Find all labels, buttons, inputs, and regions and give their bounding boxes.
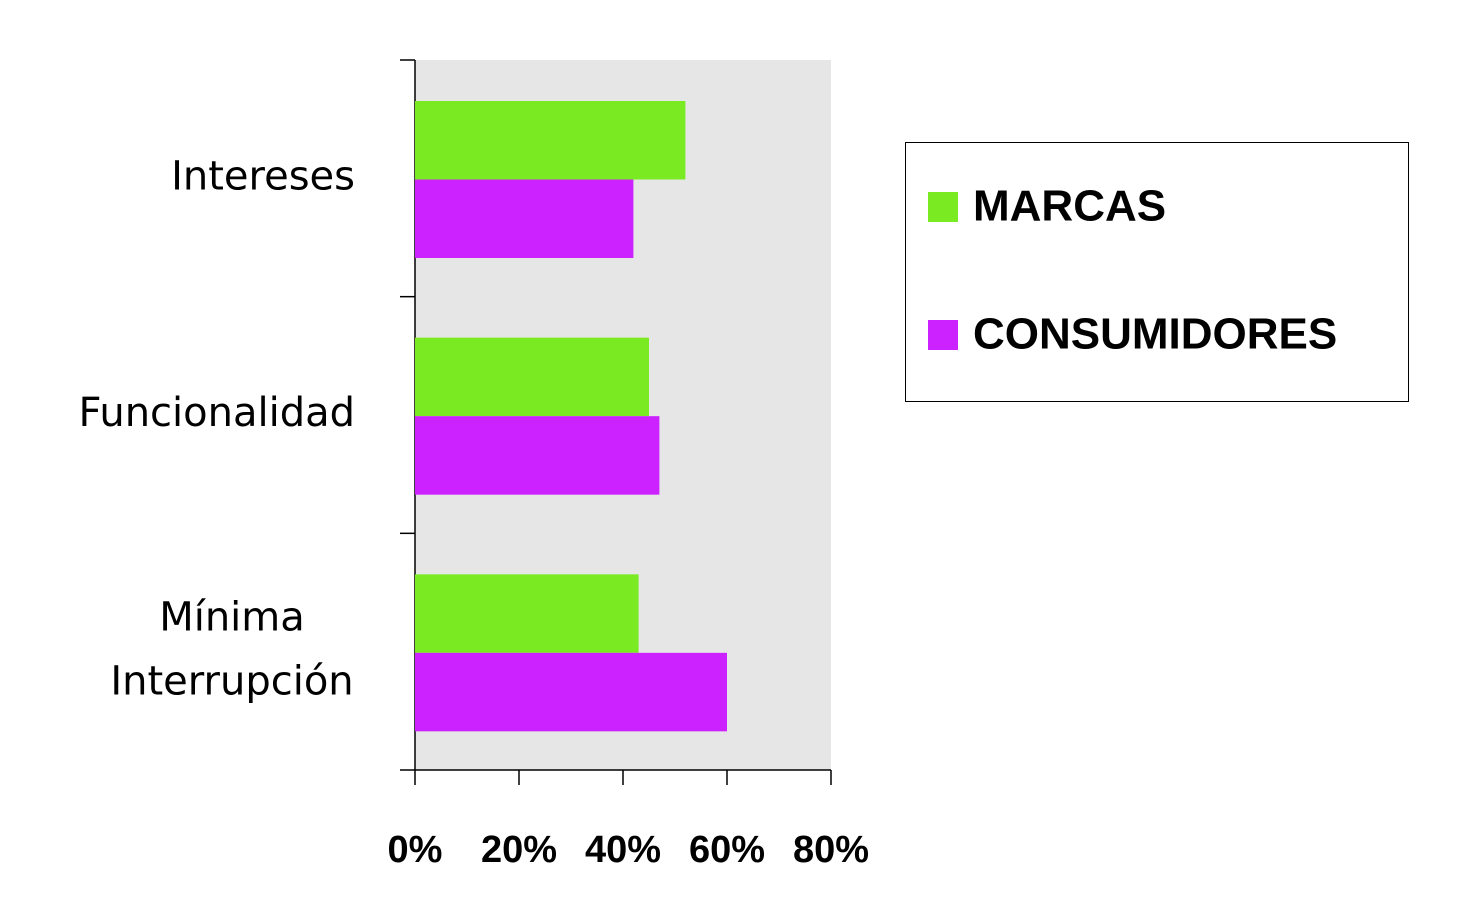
bar bbox=[415, 337, 649, 417]
bar bbox=[415, 574, 639, 653]
x-tick-label: 0% bbox=[388, 829, 443, 871]
bar bbox=[415, 416, 660, 495]
legend-label: MARCAS bbox=[973, 182, 1166, 231]
bar bbox=[415, 179, 634, 258]
legend-box bbox=[905, 142, 1409, 402]
x-tick-label: 80% bbox=[793, 829, 869, 871]
bar bbox=[415, 101, 686, 180]
legend-swatch bbox=[928, 320, 958, 350]
y-tick-label: Mínima Interrupción bbox=[110, 595, 353, 705]
x-tick-label: 60% bbox=[689, 829, 765, 871]
legend-swatch bbox=[928, 192, 958, 222]
x-tick-label: 40% bbox=[585, 829, 661, 871]
x-tick-label: 20% bbox=[481, 829, 557, 871]
y-tick-label: Intereses bbox=[171, 153, 355, 199]
bar bbox=[415, 652, 727, 732]
legend-label: CONSUMIDORES bbox=[973, 310, 1337, 359]
y-tick-label: Funcionalidad bbox=[79, 390, 355, 436]
